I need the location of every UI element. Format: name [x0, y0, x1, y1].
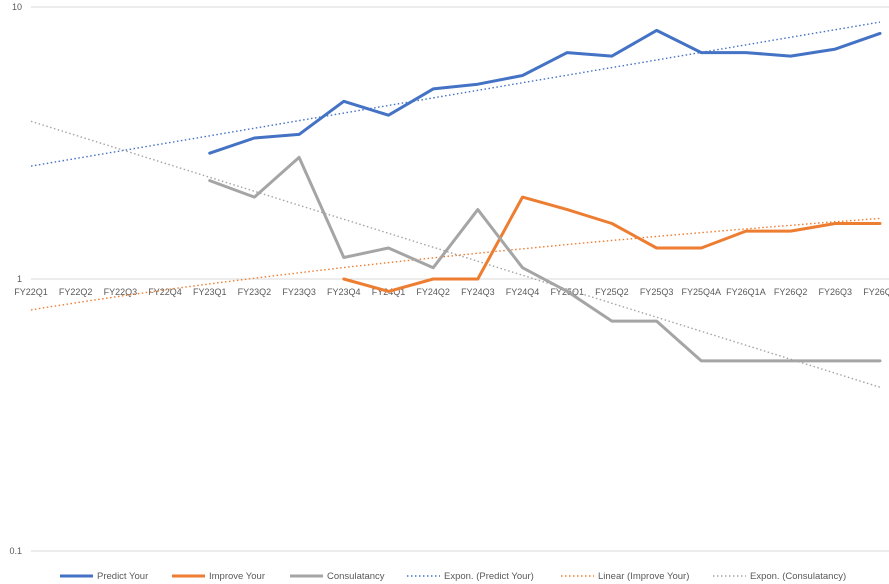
- trendline-expon-predict-your: [30, 21, 881, 167]
- x-tick-label: FY23Q4: [327, 287, 361, 297]
- x-tick-label: FY26Q1A: [726, 287, 766, 297]
- trendline-expon-consulatancy: [30, 120, 881, 388]
- x-tick-label: FY25Q2: [595, 287, 629, 297]
- x-tick-label: FY26Q4: [863, 287, 889, 297]
- series-line-predict-your: [208, 28, 882, 155]
- legend: Predict Your Improve Your Consulatancy Expo…: [60, 571, 846, 582]
- x-tick-label: FY24Q2: [416, 287, 450, 297]
- x-tick-label: FY24Q3: [461, 287, 495, 297]
- x-tick-label: FY22Q3: [104, 287, 138, 297]
- series-line-improve-your: [342, 195, 882, 293]
- series-line-consulatancy: [208, 155, 882, 363]
- x-tick-label: FY25Q4A: [681, 287, 721, 297]
- x-tick-label: FY22Q2: [59, 287, 93, 297]
- y-tick-label: 1: [17, 274, 22, 284]
- x-tick-label: FY22Q1: [14, 287, 48, 297]
- legend-label-expon-predict-your: Expon. (Predict Your): [444, 571, 534, 582]
- data-series: [208, 28, 882, 363]
- x-tick-label: FY22Q4: [148, 287, 182, 297]
- x-tick-label: FY23Q2: [238, 287, 272, 297]
- legend-label-predict-your: Predict Your: [97, 571, 148, 582]
- trendline-linear-improve-your: [30, 217, 881, 311]
- x-tick-label: FY25Q3: [640, 287, 674, 297]
- y-tick-label: 0.1: [9, 546, 22, 556]
- x-axis-tick-labels: FY22Q1 FY22Q2 FY22Q3 FY22Q4 FY23Q1 FY23Q2 FY23…: [14, 287, 889, 297]
- x-tick-label: FY24Q4: [506, 287, 540, 297]
- legend-label-expon-consulatancy: Expon. (Consulatancy): [750, 571, 846, 582]
- y-tick-label: 10: [12, 2, 22, 12]
- x-tick-label: FY23Q3: [282, 287, 316, 297]
- trendlines: [30, 21, 881, 388]
- x-tick-label: FY23Q1: [193, 287, 227, 297]
- x-tick-label: FY26Q3: [819, 287, 853, 297]
- y-axis-tick-labels: 10 1 0.1: [9, 2, 22, 556]
- legend-label-improve-your: Improve Your: [209, 571, 265, 582]
- legend-label-linear-improve-your: Linear (Improve Your): [598, 571, 689, 582]
- legend-label-consulatancy: Consulatancy: [327, 571, 385, 582]
- x-tick-label: FY26Q2: [774, 287, 808, 297]
